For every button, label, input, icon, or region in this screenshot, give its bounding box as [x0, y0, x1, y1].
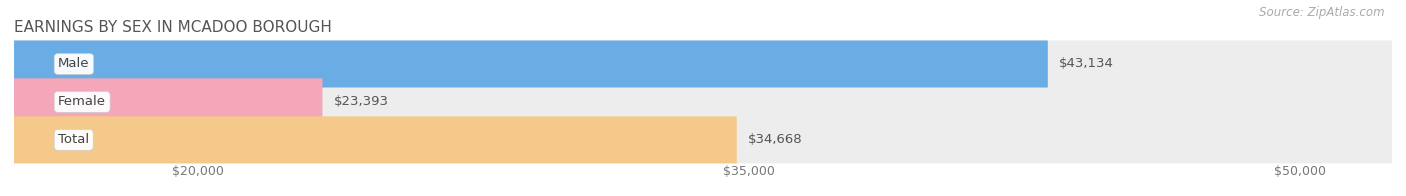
FancyBboxPatch shape — [14, 40, 1047, 87]
Text: Male: Male — [58, 57, 90, 71]
Text: $34,668: $34,668 — [748, 133, 803, 146]
Text: EARNINGS BY SEX IN MCADOO BOROUGH: EARNINGS BY SEX IN MCADOO BOROUGH — [14, 20, 332, 35]
FancyBboxPatch shape — [14, 78, 322, 125]
FancyBboxPatch shape — [14, 40, 1392, 87]
Text: Total: Total — [58, 133, 89, 146]
Text: $23,393: $23,393 — [333, 95, 388, 108]
Text: Source: ZipAtlas.com: Source: ZipAtlas.com — [1260, 6, 1385, 19]
FancyBboxPatch shape — [14, 116, 737, 163]
FancyBboxPatch shape — [14, 78, 1392, 125]
Text: $43,134: $43,134 — [1059, 57, 1114, 71]
FancyBboxPatch shape — [14, 116, 1392, 163]
Text: Female: Female — [58, 95, 105, 108]
